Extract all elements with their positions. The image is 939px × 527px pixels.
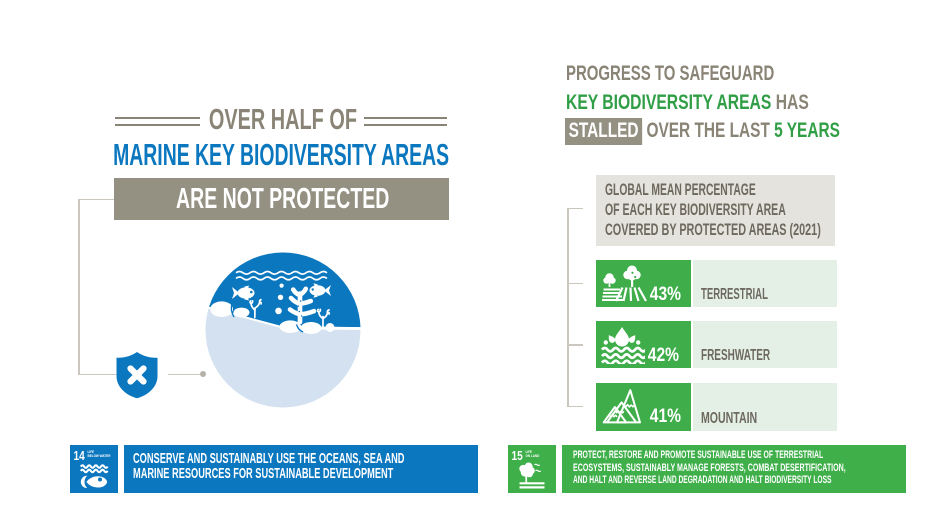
svg-text:14: 14 (74, 449, 86, 463)
svg-text:BELOW WATER: BELOW WATER (88, 454, 111, 458)
svg-text:LIFE: LIFE (526, 450, 533, 454)
svg-text:ON LAND: ON LAND (526, 454, 540, 458)
svg-text:15: 15 (512, 449, 524, 463)
svg-text:LIFE: LIFE (88, 450, 95, 454)
